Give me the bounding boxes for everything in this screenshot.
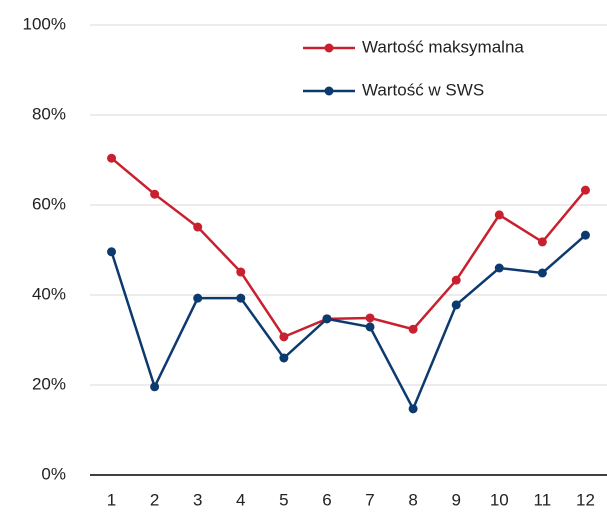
y-tick-label: 20% (32, 374, 66, 393)
point (537, 237, 547, 247)
y-tick-label: 40% (32, 284, 66, 303)
point (365, 313, 375, 323)
series-line (110, 234, 587, 412)
point (322, 314, 332, 324)
point (451, 300, 461, 310)
x-tick-label: 2 (150, 490, 159, 509)
point (537, 268, 547, 278)
point (150, 382, 160, 392)
x-tick-label: 1 (107, 490, 116, 509)
point (107, 247, 117, 257)
point (279, 353, 289, 363)
legend-label: Wartość maksymalna (362, 37, 524, 56)
point (107, 153, 117, 163)
x-tick-label: 10 (490, 490, 509, 509)
point (236, 293, 246, 303)
point (494, 210, 504, 220)
x-tick-label: 6 (322, 490, 331, 509)
y-tick-label: 60% (32, 194, 66, 213)
point (236, 267, 246, 277)
point (193, 222, 203, 232)
x-tick-label: 12 (576, 490, 595, 509)
point (193, 293, 203, 303)
x-tick-label: 5 (279, 490, 288, 509)
point (494, 263, 504, 273)
y-tick-label: 0% (41, 464, 66, 483)
point (279, 332, 289, 342)
legend-marker (324, 43, 334, 53)
x-tick-label: 7 (365, 490, 374, 509)
point (580, 185, 590, 195)
point (451, 275, 461, 285)
point (365, 322, 375, 332)
point (580, 230, 590, 240)
point (150, 189, 160, 199)
point (408, 324, 418, 334)
x-tick-label: 8 (408, 490, 417, 509)
series-line (110, 157, 587, 339)
y-tick-label: 100% (23, 14, 66, 33)
x-tick-label: 9 (451, 490, 460, 509)
legend-marker (324, 86, 334, 96)
x-tick-label: 3 (193, 490, 202, 509)
x-tick-label: 4 (236, 490, 245, 509)
point (408, 404, 418, 414)
x-tick-label: 11 (534, 490, 552, 509)
legend-label: Wartość w SWS (362, 80, 484, 99)
y-tick-label: 80% (32, 104, 66, 123)
